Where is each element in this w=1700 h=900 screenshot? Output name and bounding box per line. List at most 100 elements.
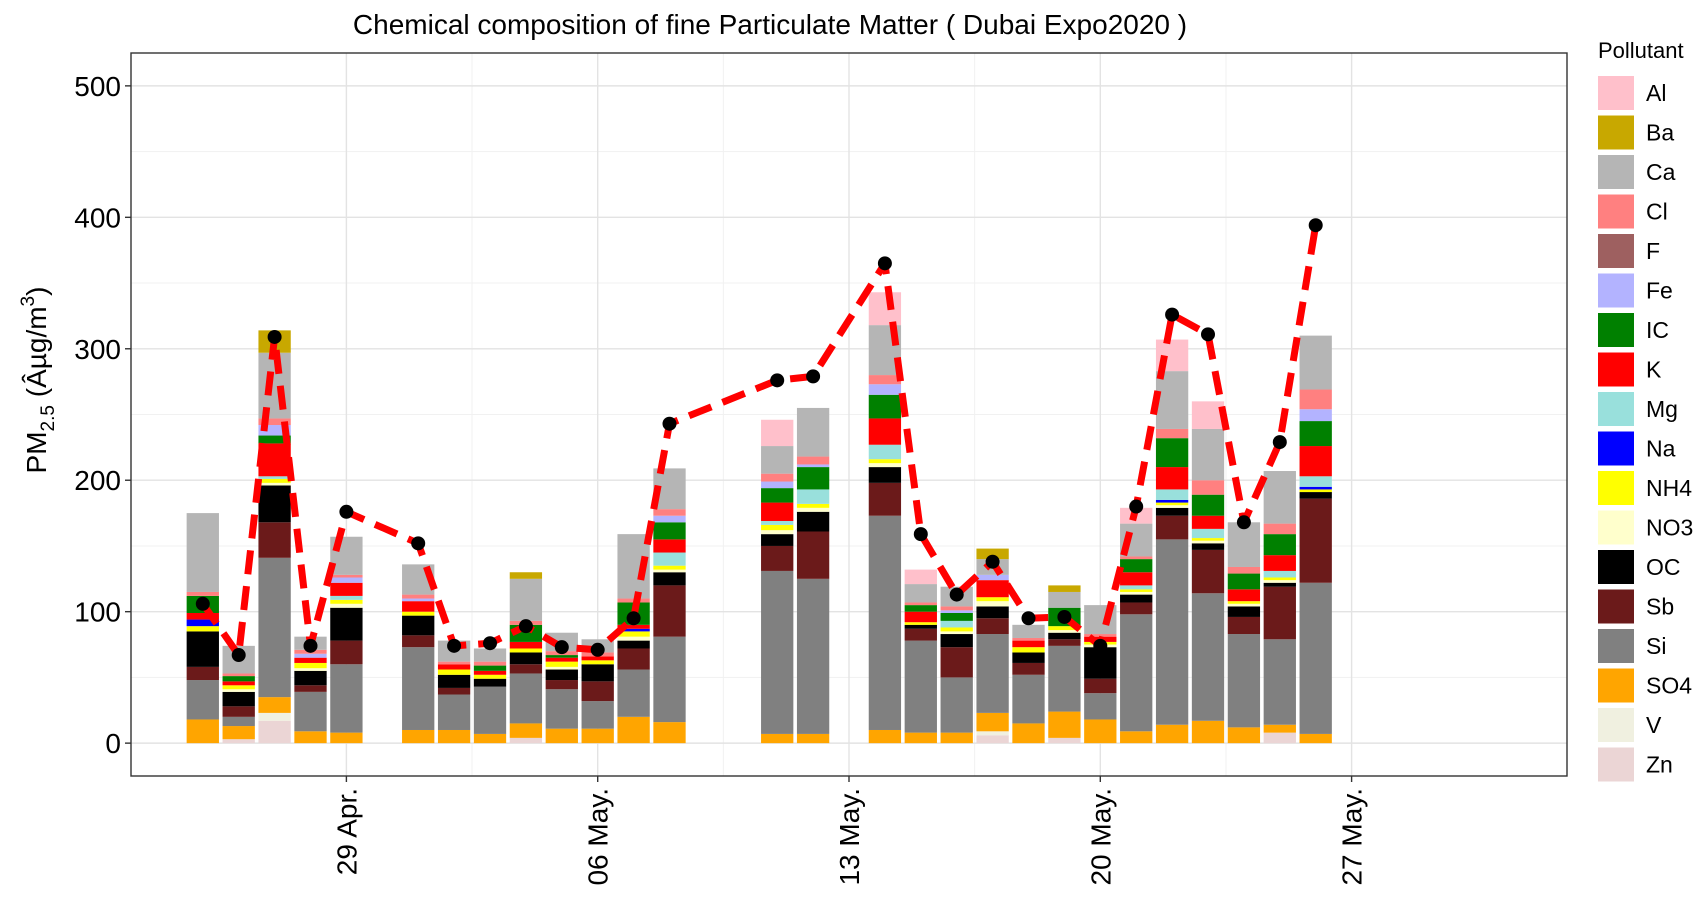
bar-segment-si — [761, 570, 794, 734]
bar-segment-zn — [1048, 737, 1081, 744]
legend-key-nh4 — [1598, 471, 1634, 505]
legend-key-no3 — [1598, 510, 1634, 545]
legend-key-fe — [1598, 273, 1634, 308]
bar-segment-so4 — [1299, 733, 1332, 744]
bar-segment-oc — [1263, 582, 1296, 587]
bar-segment-so4 — [868, 729, 902, 744]
legend-key-ca — [1598, 155, 1634, 189]
total-pm25-point — [662, 416, 677, 431]
bar-segment-nh4 — [581, 660, 614, 665]
bar-segment-so4 — [796, 733, 830, 744]
bar-segment-k — [868, 418, 902, 445]
bar-segment-fe — [402, 598, 435, 602]
bar-segment-oc — [402, 615, 435, 636]
bar-segment-al — [1191, 401, 1225, 429]
bar-segment-si — [402, 647, 435, 730]
bar-segment-sb — [509, 664, 543, 674]
bar-segment-so4 — [294, 731, 327, 744]
bar-segment-si — [1120, 614, 1153, 732]
bar-segment-nh4 — [653, 565, 686, 570]
total-pm25-point — [483, 636, 497, 651]
bar-segment-nh4 — [186, 626, 219, 632]
total-pm25-point — [303, 638, 318, 653]
bar-segment-so4 — [330, 732, 363, 744]
bar-segment-oc — [761, 534, 794, 546]
bar-segment-no3 — [222, 689, 255, 692]
legend-key-si — [1598, 629, 1634, 663]
bar-segment-nh4 — [402, 611, 435, 616]
bar-segment-ic — [1263, 534, 1296, 556]
bar-segment-sb — [1084, 678, 1117, 694]
bar-segment-sb — [1120, 602, 1153, 615]
bar-segment-so4 — [617, 716, 650, 744]
bar-segment-ca — [1191, 428, 1225, 481]
bar-segment-oc — [976, 606, 1009, 619]
bar-segment-nh4 — [1048, 626, 1081, 631]
bar-segment-cl — [1084, 634, 1117, 637]
bar-segment-so4 — [761, 733, 794, 744]
bar-segment-zn — [976, 735, 1009, 744]
bar-segment-si — [653, 636, 686, 723]
bar-segment-k — [330, 582, 363, 596]
bar-segment-cl — [1155, 428, 1189, 439]
bar-segment-fe — [330, 577, 363, 583]
bar-segment-k — [509, 641, 543, 649]
bar-segment-nh4 — [222, 685, 255, 690]
bar-segment-oc — [617, 640, 650, 649]
bar-segment-nh4 — [509, 648, 543, 653]
bar-segment-nh4 — [437, 669, 471, 675]
bar-segment-k — [581, 656, 614, 661]
bar-segment-so4 — [473, 733, 507, 744]
bar-segment-nh4 — [617, 631, 650, 637]
bar-segment-si — [1299, 582, 1332, 734]
bar-segment-so4 — [904, 732, 937, 744]
bar-segment-oc — [473, 678, 507, 687]
bar-segment-no3 — [1191, 540, 1225, 544]
bar-segment-so4 — [1263, 724, 1296, 733]
bar-segment-oc — [509, 652, 543, 665]
total-pm25-point — [1093, 638, 1108, 653]
y-tick-label: 300 — [74, 334, 121, 365]
bar-segment-fe — [940, 610, 973, 613]
legend-key-f — [1598, 234, 1634, 268]
legend-key-mg — [1598, 392, 1634, 426]
bar-segment-si — [617, 669, 650, 717]
bar-segment-mg — [1263, 570, 1296, 578]
total-pm25-point — [267, 329, 282, 344]
bar-segment-ic — [1155, 438, 1189, 468]
bar-segment-ic — [473, 665, 507, 671]
bar-segment-si — [1155, 539, 1189, 725]
bar-segment-k — [976, 580, 1009, 598]
legend-key-k — [1598, 352, 1634, 387]
bar-segment-ba — [509, 572, 543, 579]
bar-segment-nh4 — [258, 478, 291, 483]
bar-segment-so4 — [258, 697, 291, 713]
bar-segment-sb — [1155, 515, 1189, 540]
bar-segment-cl — [473, 661, 507, 666]
bar-segment-cl — [1299, 389, 1332, 410]
bar-segment-so4 — [653, 722, 686, 744]
bar-segment-nh4 — [976, 597, 1009, 602]
bar-segment-cl — [1227, 566, 1261, 574]
bar-segment-oc — [222, 691, 255, 707]
bar-segment-cl — [258, 418, 291, 426]
bar-segment-so4 — [402, 729, 435, 744]
total-pm25-point — [1272, 435, 1287, 450]
legend-label-na: Na — [1646, 436, 1676, 462]
bar-segment-oc — [868, 467, 902, 483]
bar-segment-nh4 — [904, 622, 937, 625]
legend-label-k: K — [1646, 357, 1662, 383]
bar-segment-no3 — [294, 668, 327, 671]
bar-segment-sb — [1048, 639, 1081, 646]
bar-segment-mg — [1191, 528, 1225, 539]
bar-segment-si — [868, 515, 902, 730]
total-pm25-point — [1308, 218, 1323, 233]
bar-segment-sb — [761, 545, 794, 571]
bar-segment-k — [653, 539, 686, 553]
bar-segment-ic — [796, 467, 830, 490]
bar-segment-mg — [761, 520, 794, 525]
bar-segment-cl — [1120, 556, 1153, 560]
bar-segment-ca — [1155, 371, 1189, 429]
legend-key-oc — [1598, 550, 1634, 584]
bar-segment-k — [1227, 589, 1261, 602]
